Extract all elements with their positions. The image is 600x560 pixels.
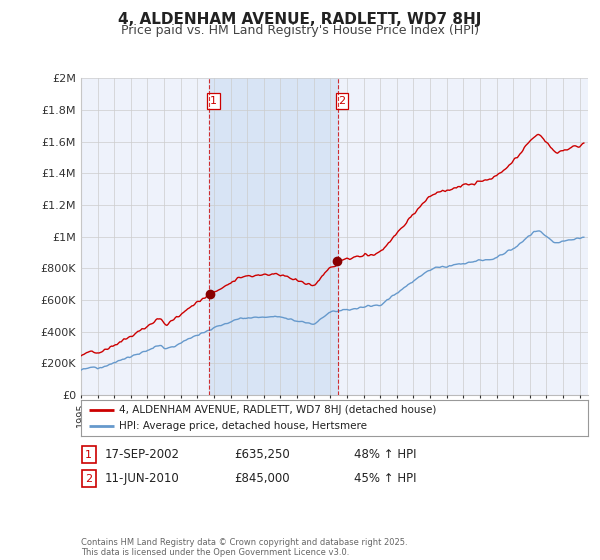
Text: 45% ↑ HPI: 45% ↑ HPI <box>354 472 416 486</box>
Text: 17-SEP-2002: 17-SEP-2002 <box>105 448 180 461</box>
Bar <box>209 78 338 395</box>
Text: 4, ALDENHAM AVENUE, RADLETT, WD7 8HJ (detached house): 4, ALDENHAM AVENUE, RADLETT, WD7 8HJ (de… <box>119 405 436 415</box>
Text: £845,000: £845,000 <box>234 472 290 486</box>
Text: 48% ↑ HPI: 48% ↑ HPI <box>354 448 416 461</box>
Text: £635,250: £635,250 <box>234 448 290 461</box>
Text: HPI: Average price, detached house, Hertsmere: HPI: Average price, detached house, Hert… <box>119 421 367 431</box>
Text: 2: 2 <box>85 474 92 484</box>
Text: Price paid vs. HM Land Registry's House Price Index (HPI): Price paid vs. HM Land Registry's House … <box>121 24 479 36</box>
Text: 1: 1 <box>210 96 217 106</box>
Text: 11-JUN-2010: 11-JUN-2010 <box>105 472 180 486</box>
Text: 2: 2 <box>338 96 346 106</box>
Text: 1: 1 <box>85 450 92 460</box>
Text: Contains HM Land Registry data © Crown copyright and database right 2025.
This d: Contains HM Land Registry data © Crown c… <box>81 538 407 557</box>
Text: 4, ALDENHAM AVENUE, RADLETT, WD7 8HJ: 4, ALDENHAM AVENUE, RADLETT, WD7 8HJ <box>118 12 482 27</box>
